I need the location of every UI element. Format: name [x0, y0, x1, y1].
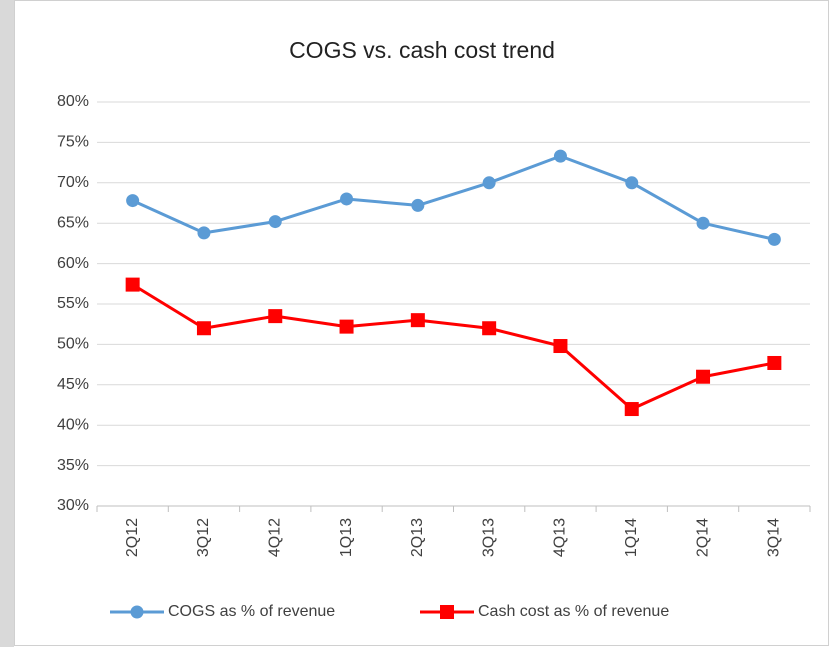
x-tick-label: 2Q14: [694, 518, 711, 557]
marker: [625, 176, 639, 190]
x-tick-label: 2Q13: [409, 518, 426, 557]
y-tick-label: 30%: [57, 497, 89, 514]
marker: [553, 149, 567, 163]
y-tick-label: 60%: [57, 255, 89, 272]
marker: [696, 369, 711, 384]
marker: [130, 605, 144, 619]
legend-label: Cash cost as % of revenue: [478, 603, 669, 620]
side-strip: [0, 0, 14, 647]
x-tick-label: 1Q13: [338, 518, 355, 557]
y-tick-label: 70%: [57, 174, 89, 191]
y-tick-label: 50%: [57, 336, 89, 353]
y-tick-label: 55%: [57, 295, 89, 312]
x-tick-label: 4Q12: [266, 518, 283, 557]
x-tick-label: 4Q13: [552, 518, 569, 557]
chart-title: COGS vs. cash cost trend: [289, 37, 555, 63]
series-line: [131, 283, 775, 411]
x-tick-label: 3Q12: [195, 518, 212, 557]
marker: [624, 402, 639, 417]
marker: [340, 192, 354, 206]
marker: [410, 313, 425, 328]
marker: [126, 194, 140, 208]
y-tick-label: 80%: [57, 93, 89, 110]
marker: [125, 277, 140, 292]
x-tick-label: 3Q13: [480, 518, 497, 557]
marker: [767, 232, 781, 246]
y-tick-label: 35%: [57, 457, 89, 474]
legend-label: COGS as % of revenue: [168, 603, 335, 620]
marker: [482, 321, 497, 336]
y-tick-label: 65%: [57, 214, 89, 231]
marker: [440, 605, 454, 619]
marker: [696, 216, 710, 230]
y-tick-label: 40%: [57, 416, 89, 433]
y-tick-label: 75%: [57, 134, 89, 151]
marker: [339, 319, 354, 334]
x-tick-label: 2Q12: [124, 518, 141, 557]
marker: [767, 355, 782, 370]
x-tick-label: 1Q14: [623, 518, 640, 557]
x-tick-label: 3Q14: [766, 518, 783, 557]
marker: [268, 215, 282, 229]
marker: [553, 339, 568, 354]
y-tick-label: 45%: [57, 376, 89, 393]
marker: [268, 309, 283, 324]
marker: [482, 176, 496, 190]
marker: [197, 226, 211, 240]
marker: [196, 321, 211, 336]
marker: [411, 198, 425, 212]
series-line: [132, 154, 775, 241]
